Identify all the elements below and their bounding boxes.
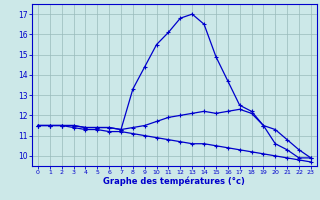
X-axis label: Graphe des températures (°c): Graphe des températures (°c) xyxy=(103,177,245,186)
